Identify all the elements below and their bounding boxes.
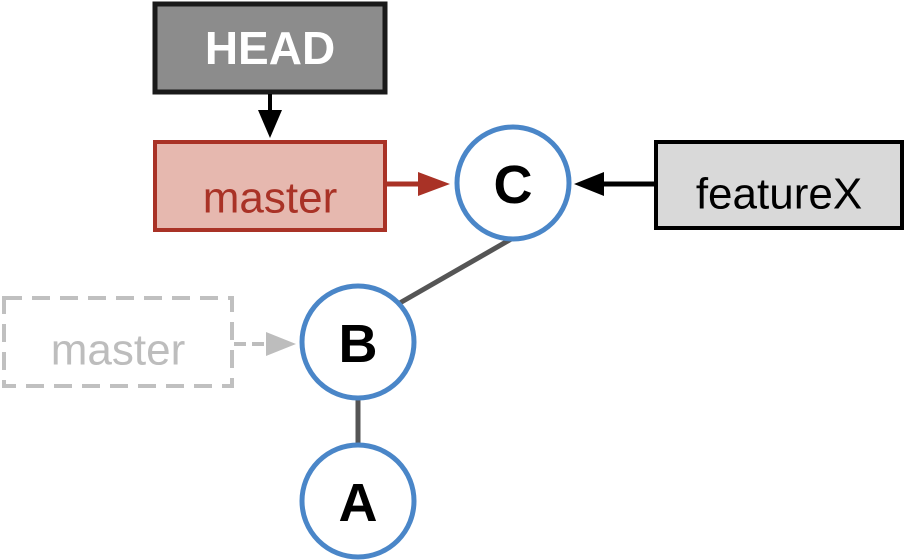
commit-c[interactable]: C [454, 124, 572, 242]
commit-a-label: A [339, 473, 378, 533]
head-ref[interactable]: HEAD [152, 1, 388, 95]
master-ref-box [153, 140, 387, 232]
commit-b-circle [299, 283, 417, 401]
head-ref-label: HEAD [205, 22, 335, 74]
commit-c-circle [454, 124, 572, 242]
old-master-ref-label: master [51, 326, 185, 375]
head-ref-box [152, 1, 388, 95]
featurex-ref-label: featureX [696, 170, 862, 219]
commit-a[interactable]: A [299, 442, 417, 560]
old-master-ref[interactable]: master [2, 296, 234, 388]
commit-b-label: B [339, 314, 378, 374]
featurex-ref[interactable]: featureX [654, 140, 904, 230]
edge-c-b [396, 235, 515, 307]
old-master-to-b-arrow [234, 332, 296, 356]
commit-b[interactable]: B [299, 283, 417, 401]
commit-c-label: C [494, 155, 533, 215]
featurex-to-c-arrow [574, 172, 654, 196]
master-to-c-arrow [386, 172, 450, 196]
master-ref[interactable]: master [153, 140, 387, 232]
head-to-master-arrow [258, 94, 282, 138]
master-ref-label: master [203, 174, 337, 223]
commit-a-circle [299, 442, 417, 560]
featurex-ref-box [654, 140, 904, 230]
old-master-ref-box [2, 296, 234, 388]
